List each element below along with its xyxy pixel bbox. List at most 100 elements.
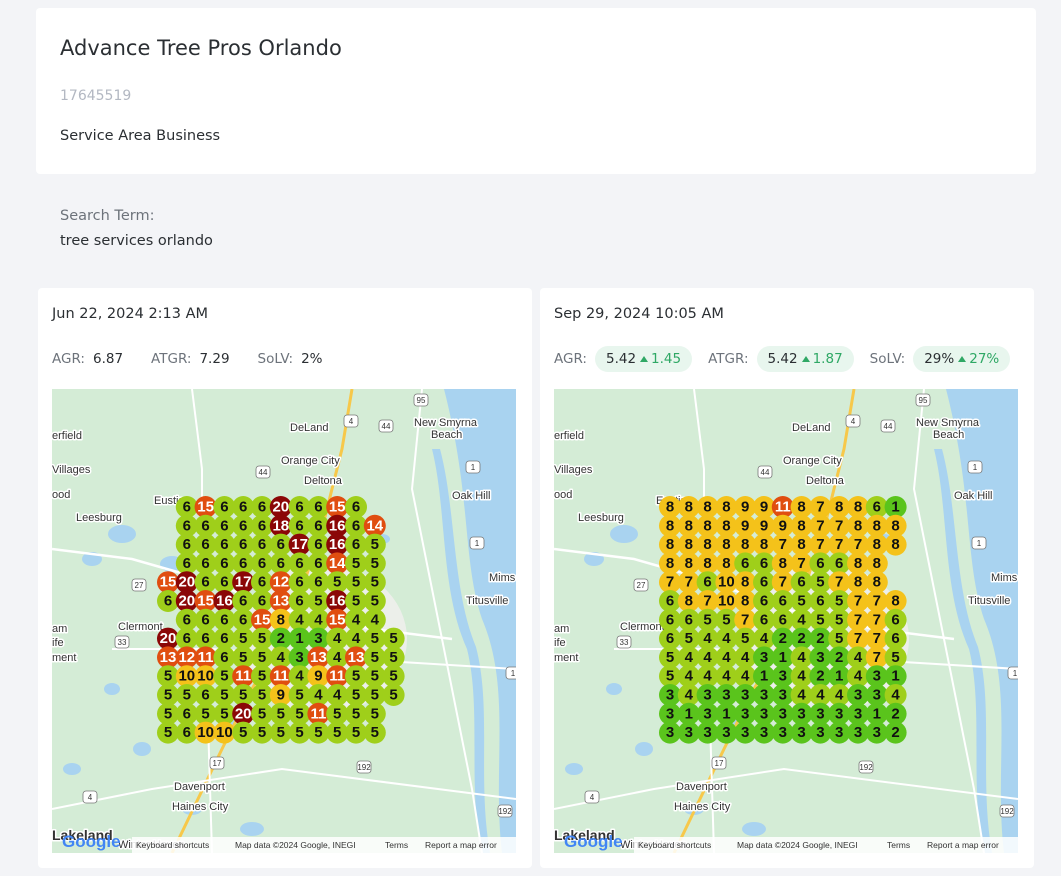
- rank-marker[interactable]: 5: [251, 684, 273, 706]
- rank-marker[interactable]: 3: [753, 702, 775, 725]
- rank-marker[interactable]: 5: [734, 627, 757, 650]
- rank-marker[interactable]: 6: [753, 552, 775, 575]
- map-data-attribution[interactable]: Map data ©2024 Google, INEGI: [737, 840, 858, 850]
- rank-marker[interactable]: 4: [828, 684, 851, 706]
- rank-marker[interactable]: 18: [269, 514, 292, 537]
- rank-marker[interactable]: 6: [251, 552, 273, 575]
- rank-marker[interactable]: 16: [326, 533, 349, 556]
- rank-marker[interactable]: 16: [326, 590, 349, 612]
- rank-marker[interactable]: 5: [363, 702, 386, 725]
- rank-marker[interactable]: 6: [232, 608, 255, 631]
- rank-marker[interactable]: 8: [884, 533, 907, 556]
- rank-marker[interactable]: 9: [771, 514, 794, 537]
- rank-marker[interactable]: 6: [251, 590, 273, 612]
- rank-marker[interactable]: 14: [326, 552, 349, 575]
- rank-marker[interactable]: 6: [345, 496, 367, 518]
- rank-marker[interactable]: 5: [288, 702, 311, 725]
- rank-marker[interactable]: 5: [269, 702, 292, 725]
- rank-marker[interactable]: 7: [847, 627, 869, 650]
- rank-marker[interactable]: 6: [809, 552, 832, 575]
- rank-marker[interactable]: 5: [194, 702, 217, 725]
- rank-marker[interactable]: 3: [809, 721, 832, 744]
- rank-marker[interactable]: 8: [884, 514, 907, 537]
- rank-marker[interactable]: 3: [847, 721, 869, 744]
- keyboard-shortcuts-link[interactable]: Keyboard shortcuts: [136, 840, 209, 850]
- rank-marker[interactable]: 15: [251, 608, 273, 631]
- rank-marker[interactable]: 6: [232, 552, 255, 575]
- rank-marker[interactable]: 3: [828, 702, 851, 725]
- rank-marker[interactable]: 17: [288, 533, 311, 556]
- rank-marker[interactable]: 5: [307, 721, 330, 744]
- rank-marker[interactable]: 15: [157, 571, 179, 594]
- rank-marker[interactable]: 11: [269, 665, 292, 688]
- rank-marker[interactable]: 5: [326, 571, 349, 594]
- rank-marker[interactable]: 7: [677, 571, 700, 594]
- rank-marker[interactable]: 3: [753, 721, 775, 744]
- rank-marker[interactable]: 3: [696, 684, 719, 706]
- rank-marker[interactable]: 1: [677, 702, 700, 725]
- rank-marker[interactable]: 5: [157, 665, 179, 688]
- rank-marker[interactable]: 2: [809, 627, 832, 650]
- rank-marker[interactable]: 5: [345, 721, 367, 744]
- rank-marker[interactable]: 5: [809, 608, 832, 631]
- rank-marker[interactable]: 6: [269, 533, 292, 556]
- rank-marker[interactable]: 8: [677, 590, 700, 612]
- rank-marker[interactable]: 6: [288, 514, 311, 537]
- map-data-attribution[interactable]: Map data ©2024 Google, INEGI: [235, 840, 356, 850]
- rank-marker[interactable]: 15: [194, 590, 217, 612]
- rank-marker[interactable]: 9: [753, 496, 775, 518]
- rank-marker[interactable]: 5: [157, 702, 179, 725]
- rank-marker[interactable]: 9: [753, 514, 775, 537]
- rank-marker[interactable]: 7: [828, 514, 851, 537]
- rank-marker[interactable]: 5: [232, 721, 255, 744]
- terms-link[interactable]: Terms: [385, 840, 408, 850]
- rank-marker[interactable]: 3: [734, 684, 757, 706]
- rank-marker[interactable]: 5: [363, 721, 386, 744]
- rank-marker[interactable]: 5: [363, 627, 386, 650]
- rank-marker[interactable]: 5: [345, 684, 367, 706]
- rank-marker[interactable]: 7: [809, 496, 832, 518]
- rank-marker[interactable]: 2: [790, 627, 813, 650]
- report-map-error-link[interactable]: Report a map error: [927, 840, 999, 850]
- rank-marker[interactable]: 6: [213, 646, 236, 669]
- rank-marker[interactable]: 3: [715, 721, 738, 744]
- rank-marker[interactable]: 12: [269, 571, 292, 594]
- rank-marker[interactable]: 1: [865, 702, 888, 725]
- rank-marker[interactable]: 8: [847, 552, 869, 575]
- rank-marker[interactable]: 3: [771, 721, 794, 744]
- rank-marker[interactable]: 4: [715, 665, 738, 688]
- rank-marker[interactable]: 7: [790, 552, 813, 575]
- rank-marker[interactable]: 8: [734, 571, 757, 594]
- rank-marker[interactable]: 5: [382, 646, 405, 669]
- rank-marker[interactable]: 8: [715, 533, 738, 556]
- rank-marker[interactable]: 8: [659, 552, 681, 575]
- rank-marker[interactable]: 4: [288, 665, 311, 688]
- rank-marker[interactable]: 3: [771, 684, 794, 706]
- rank-marker[interactable]: 5: [232, 627, 255, 650]
- rank-marker[interactable]: 3: [790, 702, 813, 725]
- rank-marker[interactable]: 7: [847, 590, 869, 612]
- rank-marker[interactable]: 2: [884, 702, 907, 725]
- rank-marker[interactable]: 8: [659, 533, 681, 556]
- rank-marker[interactable]: 1: [771, 646, 794, 669]
- rank-marker[interactable]: 6: [790, 571, 813, 594]
- rank-marker[interactable]: 4: [326, 684, 349, 706]
- rank-marker[interactable]: 9: [269, 684, 292, 706]
- rank-marker[interactable]: 6: [213, 608, 236, 631]
- rank-marker[interactable]: 6: [809, 590, 832, 612]
- rank-marker[interactable]: 6: [307, 496, 330, 518]
- rank-marker[interactable]: 5: [345, 552, 367, 575]
- rank-marker[interactable]: 7: [659, 571, 681, 594]
- rank-marker[interactable]: 1: [828, 665, 851, 688]
- rank-marker[interactable]: 3: [659, 721, 681, 744]
- rank-marker[interactable]: 6: [232, 496, 255, 518]
- rank-marker[interactable]: 5: [326, 721, 349, 744]
- rank-marker[interactable]: 11: [326, 665, 349, 688]
- rank-marker[interactable]: 3: [790, 721, 813, 744]
- rank-marker[interactable]: 6: [194, 627, 217, 650]
- rank-marker[interactable]: 5: [363, 590, 386, 612]
- rank-marker[interactable]: 5: [828, 627, 851, 650]
- rank-marker[interactable]: 3: [847, 684, 869, 706]
- rank-marker[interactable]: 8: [677, 533, 700, 556]
